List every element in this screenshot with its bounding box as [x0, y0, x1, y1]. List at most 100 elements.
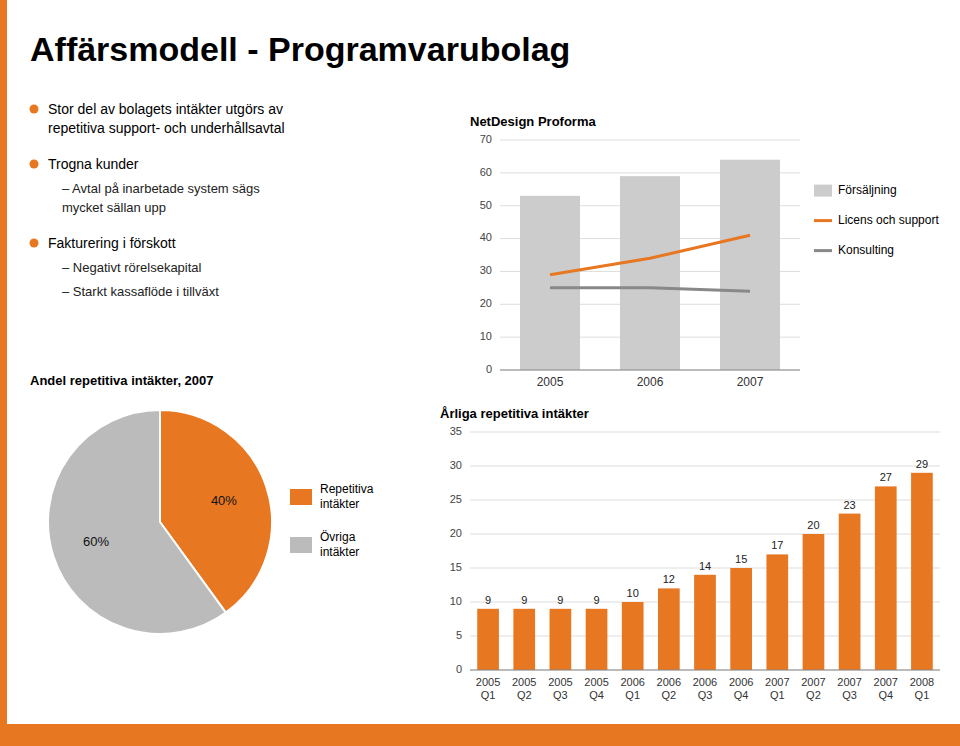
legend-swatch — [814, 249, 832, 252]
pie-chart: Andel repetitiva intäkter, 200740%60%Rep… — [30, 373, 374, 634]
chart-title: Andel repetitiva intäkter, 2007 — [30, 373, 214, 388]
bullet-dot — [30, 105, 39, 114]
text-line: Q1 — [481, 689, 496, 701]
text-line: 2005 — [584, 676, 608, 688]
text-line: 2008 — [910, 676, 934, 688]
text-line: 2006 — [657, 676, 681, 688]
bar — [730, 568, 752, 670]
text-line: Övriga — [320, 530, 356, 544]
y-tick-label: 0 — [486, 363, 492, 375]
x-tick-label: 2006Q2 — [657, 676, 681, 701]
data-label: 17 — [771, 539, 783, 551]
x-tick-label: 2007 — [737, 375, 764, 389]
text-line: Q4 — [734, 689, 749, 701]
chart-title: Årliga repetitiva intäkter — [440, 406, 589, 421]
x-tick-label: 2006Q3 — [693, 676, 717, 701]
x-axis-line — [500, 370, 800, 371]
legend-swatch — [814, 185, 832, 197]
stripe-bottom — [0, 724, 960, 746]
x-tick-label: 2005Q3 — [548, 676, 572, 701]
page-title: Affärsmodell - Programvarubolag — [30, 30, 570, 68]
bullet-list: Stor del av bolagets intäkter utgörs avr… — [30, 101, 285, 299]
data-label: 14 — [699, 560, 711, 572]
line — [550, 235, 750, 274]
bar-chart: Årliga repetitiva intäkter05101520253035… — [440, 406, 940, 701]
bar — [875, 486, 897, 670]
x-tick-label: 2007Q3 — [837, 676, 861, 701]
data-label: 9 — [485, 594, 491, 606]
bar — [720, 160, 780, 370]
x-axis-line — [470, 670, 940, 671]
legend: Repetitivaintäkter Övrigaintäkter — [290, 482, 374, 559]
legend-label: Licens och support — [838, 213, 939, 227]
legend-label: Försäljning — [838, 183, 897, 197]
grid-line — [470, 466, 940, 467]
legend-swatch — [290, 537, 312, 553]
grid-line — [470, 500, 940, 501]
x-tick-label: 2007Q4 — [874, 676, 898, 701]
y-tick-label: 50 — [480, 199, 492, 211]
y-tick-label: 20 — [480, 297, 492, 309]
x-tick-label: 2005Q4 — [584, 676, 608, 701]
sub-bullet-text: – Negativt rörelsekapital — [62, 260, 202, 275]
y-tick-label: 70 — [480, 133, 492, 145]
grid-line — [470, 432, 940, 433]
y-tick-label: 20 — [450, 527, 462, 539]
y-tick-label: 35 — [450, 425, 462, 437]
bar-chart: NetDesign Proforma0102030405060702005200… — [470, 114, 939, 389]
text-line: 2007 — [874, 676, 898, 688]
slide: Affärsmodell - Programvarubolag Stor del … — [0, 0, 960, 746]
plot-area — [477, 473, 933, 670]
y-tick-label: 10 — [450, 595, 462, 607]
data-label: 9 — [593, 594, 599, 606]
text-line: 2007 — [837, 676, 861, 688]
text-line: Q4 — [589, 689, 604, 701]
data-label: 40% — [211, 493, 237, 508]
data-label: 23 — [843, 499, 855, 511]
data-label: 15 — [735, 553, 747, 565]
text-line: Q2 — [517, 689, 532, 701]
legend-swatch — [814, 219, 832, 222]
chart-title: NetDesign Proforma — [470, 114, 596, 129]
data-label: 10 — [627, 587, 639, 599]
bullet-text: Fakturering i förskott — [48, 235, 176, 251]
text-line: Q3 — [698, 689, 713, 701]
grid-line — [500, 140, 800, 141]
x-tick-label: 2006Q4 — [729, 676, 753, 701]
sub-bullet-text: – Starkt kassaflöde i tillväxt — [62, 284, 219, 299]
legend-label: Repetitivaintäkter — [320, 482, 374, 511]
legend: FörsäljningLicens och supportKonsulting — [814, 183, 939, 257]
bullet-text: Stor del av bolagets intäkter utgörs avr… — [48, 101, 285, 136]
text-line: intäkter — [320, 545, 359, 559]
bar — [766, 554, 788, 670]
y-tick-label: 40 — [480, 231, 492, 243]
x-tick-label: 2007Q1 — [765, 676, 789, 701]
plot-area — [520, 160, 780, 370]
data-label: 29 — [916, 458, 928, 470]
bar — [586, 609, 608, 670]
data-label: 9 — [557, 594, 563, 606]
text-line: Q2 — [806, 689, 821, 701]
grid-line — [470, 670, 940, 671]
bar — [620, 176, 680, 370]
text-line: Q4 — [878, 689, 893, 701]
stripe-left — [0, 0, 7, 746]
text-line: 2006 — [729, 676, 753, 688]
text-line: mycket sällan upp — [62, 200, 166, 215]
sub-bullet-text: – Avtal på inarbetade system sägsmycket … — [62, 181, 260, 215]
y-tick-label: 15 — [450, 561, 462, 573]
text-line: Repetitiva — [320, 482, 374, 496]
text-line: 2007 — [801, 676, 825, 688]
text-line: repetitiva support- och underhållsavtal — [48, 120, 285, 136]
x-tick-label: 2005Q2 — [512, 676, 536, 701]
bar — [477, 609, 499, 670]
text-line: Q2 — [662, 689, 677, 701]
y-tick-label: 10 — [480, 330, 492, 342]
bar — [622, 602, 644, 670]
text-line: Q3 — [553, 689, 568, 701]
x-tick-label: 2006 — [637, 375, 664, 389]
bullet-text: Trogna kunder — [48, 156, 139, 172]
text-line: 2005 — [476, 676, 500, 688]
text-line: Q1 — [915, 689, 930, 701]
text-line: Q1 — [625, 689, 640, 701]
